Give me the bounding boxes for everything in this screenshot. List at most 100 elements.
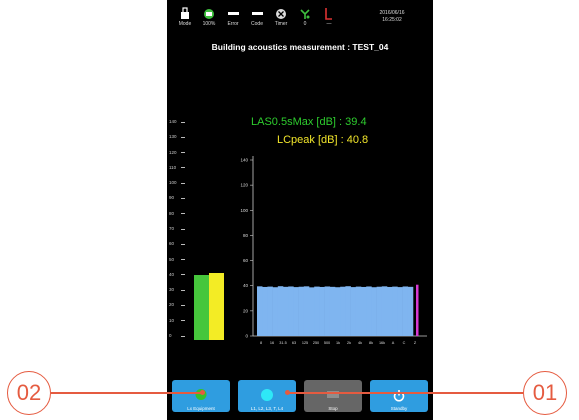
level-scale-tick: 70 — [169, 225, 193, 233]
level-scale-tick: 10 — [169, 317, 193, 325]
clock-date: 2016/06/16 — [379, 10, 405, 16]
chart-bar — [314, 286, 320, 336]
device-screen: Mode 100% Error Code Timer 0 — [167, 0, 433, 420]
chart-y-tick-label: 60 — [243, 258, 249, 263]
level-scale-tick: 40 — [169, 271, 193, 279]
lc-peak-readout: LCpeak [dB] : 40.8 — [277, 134, 369, 146]
level-scale-tick: 60 — [169, 240, 193, 248]
chart-x-tick-label: 63 — [292, 341, 296, 345]
chart-bar — [371, 287, 377, 336]
signal-icon — [291, 6, 319, 21]
callout-02: 02 — [7, 371, 51, 415]
chart-y-tick-label: 0 — [245, 334, 248, 339]
chart-bar — [366, 286, 372, 336]
chart-x-tick-label: 31.5 — [279, 341, 286, 345]
equipment-button[interactable]: Lx Equipment — [172, 380, 230, 412]
level-icon — [315, 6, 343, 21]
chart-bar — [335, 287, 341, 336]
stop-button[interactable]: Stop — [304, 380, 362, 412]
chart-bar — [376, 286, 383, 336]
battery-icon — [195, 6, 223, 21]
chart-x-tick-label: A — [392, 341, 395, 345]
channel-select-button[interactable]: L1, L2, L3, T, L4 — [238, 380, 296, 412]
las-max-readout: LAS0.5sMax [dB] : 39.4 — [251, 116, 367, 128]
level-scale-mark — [181, 228, 185, 230]
chart-x-tick-label: 125 — [302, 341, 308, 345]
timer-icon — [267, 6, 295, 21]
callout-dot-02 — [200, 390, 205, 395]
chart-x-tick-label: C — [403, 341, 406, 345]
chart-bar — [303, 286, 310, 336]
level-scale-tick: 50 — [169, 256, 193, 264]
chart-bar — [345, 286, 351, 336]
code-dash-icon — [251, 12, 263, 15]
status-code: Code — [243, 6, 271, 28]
clock: 2016/06/16 16:25:02 — [357, 10, 427, 24]
chart-x-tick-label: 2k — [347, 341, 351, 345]
chart-bar — [298, 286, 305, 336]
chart-bar — [309, 287, 315, 336]
level-scale-tick: 130 — [169, 133, 193, 141]
chart-x-tick-label: Z — [414, 341, 417, 345]
chart-bar — [361, 286, 367, 336]
callout-01: 01 — [523, 371, 567, 415]
chart-bar — [293, 287, 299, 336]
status-mode-label: Mode — [178, 21, 192, 27]
chart-y-tick-label: 40 — [243, 283, 249, 288]
cyan-dot-icon — [261, 389, 273, 401]
chart-y-tick-label: 100 — [240, 208, 248, 213]
chart-bar — [407, 286, 414, 336]
chart-bar — [402, 286, 409, 336]
level-scale-tick: 30 — [169, 286, 193, 294]
level-bar-green — [194, 275, 209, 340]
chart-bar — [381, 286, 388, 336]
level-scale-mark — [181, 243, 185, 245]
status-timer[interactable]: Timer — [267, 6, 295, 28]
mode-icon — [171, 6, 199, 21]
chart-bar — [257, 286, 263, 336]
chart-bar — [319, 286, 325, 336]
level-scale-mark — [181, 320, 185, 322]
chart-y-tick-label: 140 — [240, 158, 248, 163]
status-signal-label: 0 — [303, 21, 307, 27]
status-error-label: Error — [227, 21, 239, 27]
chart-bar — [350, 287, 357, 336]
standby-button[interactable]: Standby — [370, 380, 428, 412]
chart-y-tick-label: 80 — [243, 233, 249, 238]
chart-x-tick-label: 8k — [369, 341, 373, 345]
chart-bar — [397, 287, 403, 336]
status-level: — — [315, 6, 343, 28]
status-mode[interactable]: Mode — [171, 6, 199, 28]
level-scale-tick: 120 — [169, 149, 193, 157]
standby-button-label: Standby — [390, 406, 408, 411]
level-scale-tick: 80 — [169, 210, 193, 218]
channel-select-button-label: L1, L2, L3, T, L4 — [250, 406, 284, 411]
status-code-label: Code — [251, 21, 263, 27]
chart-y-tick-label: 20 — [243, 308, 249, 313]
level-scale-tick: 0 — [169, 332, 193, 340]
chart-y-tick-label: 120 — [240, 183, 248, 188]
chart-bar — [283, 286, 289, 336]
level-scale-mark — [181, 167, 185, 169]
level-scale-mark — [181, 121, 185, 123]
clock-time: 16:25:02 — [382, 17, 402, 23]
chart-bar — [324, 286, 331, 336]
callout-line-01 — [287, 392, 523, 394]
status-timer-label: Timer — [274, 21, 288, 27]
level-scale-tick: 140 — [169, 118, 193, 126]
level-scale-mark — [181, 274, 185, 276]
chart-bar — [329, 286, 336, 336]
error-dash-icon — [227, 12, 239, 15]
chart-x-tick-label: 500 — [324, 341, 330, 345]
chart-x-tick-label: 250 — [313, 341, 319, 345]
chart-bar — [355, 286, 362, 336]
chart-x-tick-label: 16 — [270, 341, 274, 345]
chart-bar — [272, 287, 279, 336]
level-scale-mark — [181, 289, 185, 291]
level-scale-tick: 90 — [169, 194, 193, 202]
level-scale-mark — [181, 136, 185, 138]
chart-x-tick-label: 1k — [336, 341, 340, 345]
level-scale-mark — [181, 152, 185, 154]
chart-bar — [262, 286, 268, 336]
level-bar-yellow — [209, 273, 224, 340]
